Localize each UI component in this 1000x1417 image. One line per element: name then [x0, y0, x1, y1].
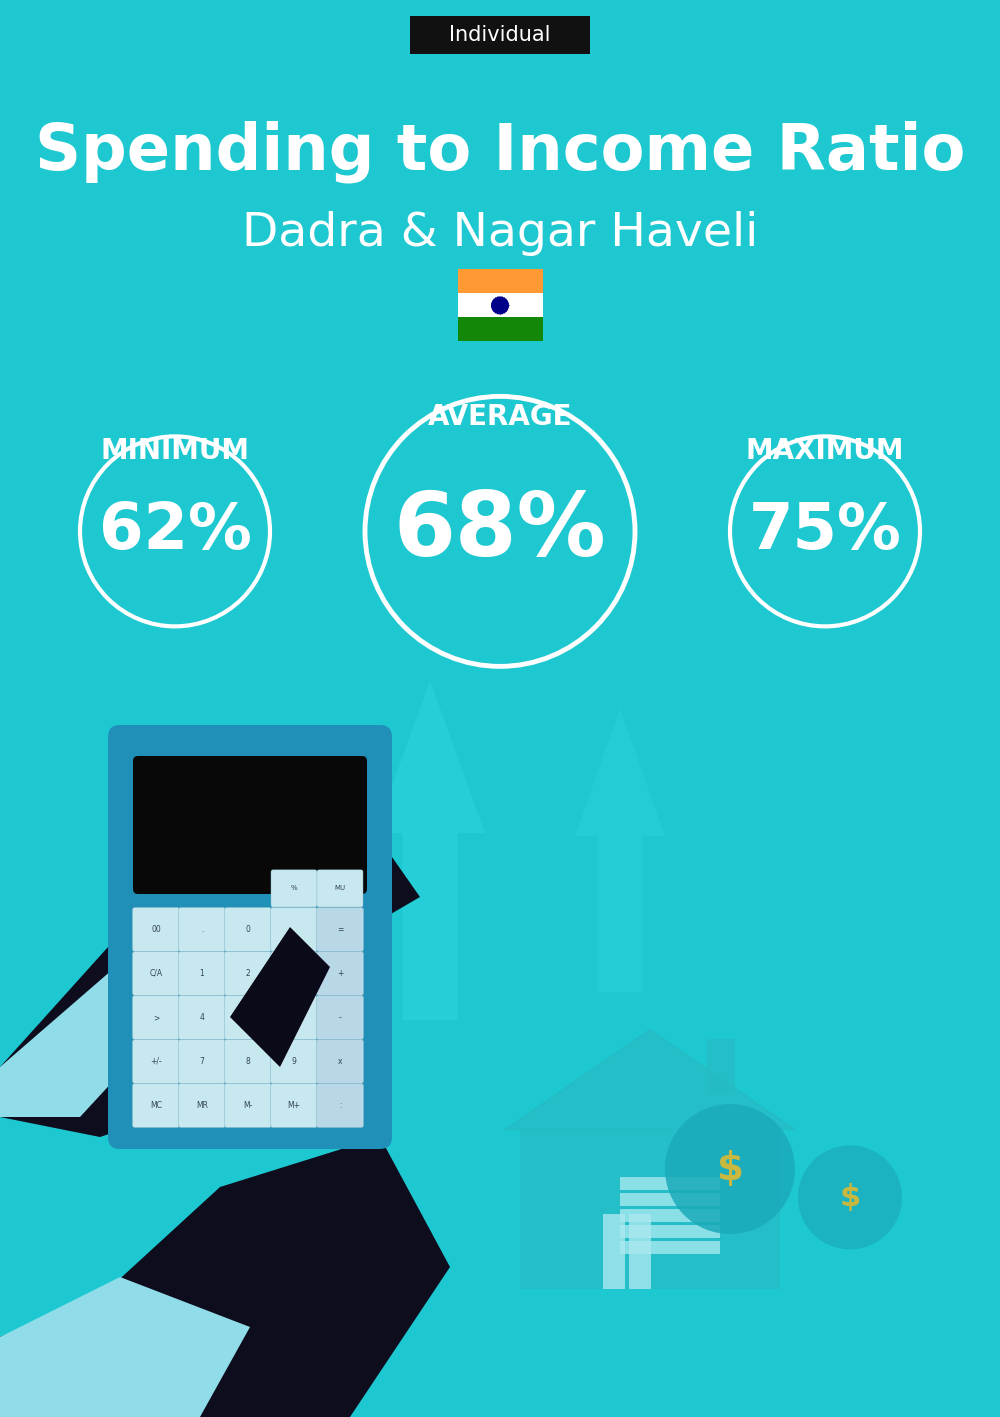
Text: 2: 2	[246, 969, 250, 978]
Polygon shape	[0, 1136, 450, 1417]
Text: M-: M-	[243, 1101, 253, 1110]
Text: 5: 5	[246, 1013, 250, 1022]
FancyBboxPatch shape	[317, 996, 364, 1040]
Polygon shape	[375, 680, 485, 1020]
FancyBboxPatch shape	[317, 951, 364, 996]
FancyBboxPatch shape	[133, 757, 367, 894]
FancyBboxPatch shape	[224, 996, 272, 1040]
FancyBboxPatch shape	[317, 1040, 364, 1084]
FancyBboxPatch shape	[178, 951, 226, 996]
Text: =: =	[337, 925, 343, 934]
FancyBboxPatch shape	[271, 1084, 318, 1128]
Polygon shape	[230, 927, 330, 1067]
FancyBboxPatch shape	[603, 1214, 625, 1289]
FancyBboxPatch shape	[271, 951, 318, 996]
Text: 0: 0	[246, 925, 250, 934]
FancyBboxPatch shape	[132, 1084, 180, 1128]
Text: MAXIMUM: MAXIMUM	[746, 436, 904, 465]
Polygon shape	[575, 708, 665, 992]
Text: x: x	[338, 1057, 342, 1066]
Circle shape	[798, 1145, 902, 1250]
FancyBboxPatch shape	[620, 1226, 720, 1238]
Text: Individual: Individual	[449, 26, 551, 45]
Text: 9: 9	[292, 1057, 296, 1066]
FancyBboxPatch shape	[458, 293, 542, 317]
FancyBboxPatch shape	[620, 1209, 720, 1221]
FancyBboxPatch shape	[620, 1178, 720, 1190]
Text: $: $	[716, 1151, 744, 1187]
Text: >: >	[153, 1013, 159, 1022]
Polygon shape	[0, 937, 200, 1117]
FancyBboxPatch shape	[629, 1214, 651, 1289]
FancyBboxPatch shape	[178, 907, 226, 951]
Text: 00: 00	[151, 925, 161, 934]
FancyBboxPatch shape	[620, 1193, 720, 1206]
FancyBboxPatch shape	[224, 951, 272, 996]
FancyBboxPatch shape	[224, 907, 272, 951]
FancyBboxPatch shape	[224, 1040, 272, 1084]
Text: 75%: 75%	[749, 500, 901, 563]
Text: .: .	[201, 925, 203, 934]
Text: MU: MU	[334, 886, 346, 891]
Text: 62%: 62%	[99, 500, 251, 563]
Text: AVERAGE: AVERAGE	[428, 402, 572, 431]
FancyBboxPatch shape	[520, 1129, 780, 1289]
Text: MR: MR	[196, 1101, 208, 1110]
Text: 8: 8	[246, 1057, 250, 1066]
FancyBboxPatch shape	[317, 907, 364, 951]
FancyBboxPatch shape	[132, 996, 180, 1040]
Text: $: $	[839, 1183, 861, 1212]
FancyBboxPatch shape	[132, 907, 180, 951]
Text: 3: 3	[292, 969, 296, 978]
Text: 68%: 68%	[394, 487, 606, 575]
Circle shape	[665, 1104, 795, 1234]
Text: %: %	[291, 886, 297, 891]
Text: C/A: C/A	[149, 969, 163, 978]
FancyBboxPatch shape	[224, 1084, 272, 1128]
Polygon shape	[0, 796, 420, 1136]
FancyBboxPatch shape	[271, 870, 317, 907]
FancyBboxPatch shape	[271, 1040, 318, 1084]
Text: +/-: +/-	[150, 1057, 162, 1066]
Text: :: :	[339, 1101, 341, 1110]
Text: MC: MC	[150, 1101, 162, 1110]
Polygon shape	[505, 1030, 795, 1129]
FancyBboxPatch shape	[108, 726, 392, 1149]
Polygon shape	[0, 1277, 250, 1417]
Text: 1: 1	[200, 969, 204, 978]
Text: 4: 4	[200, 1013, 204, 1022]
FancyBboxPatch shape	[317, 1084, 364, 1128]
Circle shape	[491, 296, 509, 315]
FancyBboxPatch shape	[620, 1241, 720, 1254]
FancyBboxPatch shape	[178, 1040, 226, 1084]
FancyBboxPatch shape	[458, 269, 542, 293]
Text: Dadra & Nagar Haveli: Dadra & Nagar Haveli	[242, 211, 758, 256]
FancyBboxPatch shape	[317, 870, 363, 907]
FancyBboxPatch shape	[178, 996, 226, 1040]
Text: +: +	[337, 969, 343, 978]
FancyBboxPatch shape	[271, 996, 318, 1040]
Text: 7: 7	[200, 1057, 204, 1066]
Text: MINIMUM: MINIMUM	[100, 436, 250, 465]
FancyBboxPatch shape	[707, 1040, 735, 1094]
FancyBboxPatch shape	[271, 907, 318, 951]
Text: M+: M+	[288, 1101, 301, 1110]
Text: Spending to Income Ratio: Spending to Income Ratio	[35, 120, 965, 183]
Text: 6: 6	[292, 1013, 296, 1022]
FancyBboxPatch shape	[458, 317, 542, 341]
FancyBboxPatch shape	[178, 1084, 226, 1128]
FancyBboxPatch shape	[132, 951, 180, 996]
Text: -: -	[339, 1013, 341, 1022]
FancyBboxPatch shape	[132, 1040, 180, 1084]
FancyBboxPatch shape	[410, 17, 590, 54]
